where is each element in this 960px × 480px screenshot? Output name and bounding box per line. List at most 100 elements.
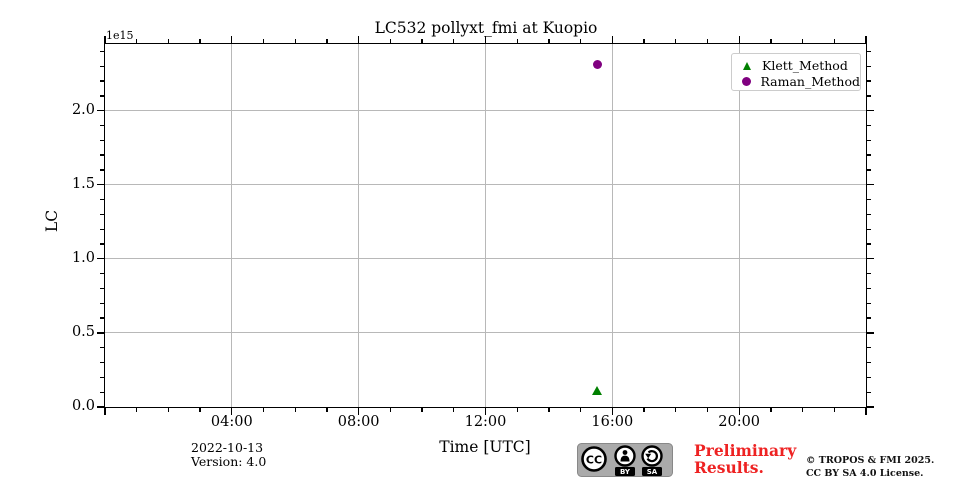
y-tick <box>867 287 872 290</box>
x-tick <box>865 35 867 43</box>
y-tick <box>867 169 872 171</box>
x-tick <box>389 408 392 413</box>
x-tick <box>706 38 709 43</box>
x-tick <box>643 408 645 413</box>
copyright-text: © TROPOS & FMI 2025. CC BY SA 4.0 Licens… <box>806 455 935 479</box>
gridline-horizontal <box>105 332 866 334</box>
gridline-vertical <box>738 44 740 407</box>
triangle-marker-icon <box>743 61 751 70</box>
y-tick <box>867 391 872 393</box>
gridline-vertical <box>611 44 613 407</box>
circle-marker-icon <box>741 77 751 86</box>
x-tick <box>421 38 423 43</box>
y-tick <box>99 213 104 216</box>
y-tick <box>867 243 872 245</box>
x-tick <box>706 408 709 413</box>
x-tick <box>389 38 392 43</box>
y-tick <box>96 110 104 112</box>
y-tick <box>99 302 104 304</box>
x-tick <box>484 35 487 43</box>
gridline-vertical <box>485 44 486 407</box>
measurement-date: 2022-10-13 <box>191 440 264 455</box>
x-tick <box>421 408 423 413</box>
x-tick <box>579 408 582 413</box>
x-tick <box>326 408 328 413</box>
y-tick <box>99 124 104 127</box>
y-axis-label: LC <box>43 209 61 233</box>
y-tick <box>867 361 872 364</box>
x-tick-label: 04:00 <box>210 414 253 430</box>
cc-sa-label: SA <box>647 468 658 476</box>
data-point-raman_method <box>592 60 602 70</box>
x-tick <box>675 408 677 413</box>
x-tick <box>643 38 645 43</box>
data-point-klett_method <box>592 386 603 396</box>
y-tick <box>99 80 104 82</box>
y-tick <box>867 228 872 230</box>
y-tick <box>96 332 104 334</box>
x-tick <box>167 38 170 43</box>
x-tick <box>611 408 613 416</box>
x-tick-label: 16:00 <box>591 414 634 430</box>
y-tick <box>96 406 104 408</box>
x-tick <box>484 408 487 416</box>
x-tick <box>358 35 360 43</box>
x-tick <box>675 38 677 43</box>
y-tick <box>99 347 104 349</box>
y-tick <box>867 65 872 67</box>
y-tick <box>99 361 104 364</box>
x-tick <box>231 408 233 416</box>
x-tick <box>136 38 138 43</box>
y-tick-label: 0.0 <box>71 398 95 414</box>
x-tick <box>548 408 550 413</box>
y-tick-label: 1.5 <box>71 175 95 192</box>
y-tick <box>867 50 872 53</box>
y-tick-label: 0.5 <box>71 323 95 340</box>
y-tick <box>99 169 104 171</box>
y-tick <box>99 228 104 230</box>
y-tick <box>867 184 875 186</box>
y-tick <box>867 213 872 216</box>
x-tick-label: 20:00 <box>718 414 761 430</box>
svg-text:CC: CC <box>586 454 602 467</box>
x-tick <box>738 35 740 43</box>
x-tick <box>833 408 835 413</box>
y-tick <box>867 332 875 334</box>
version-text: Version: 4.0 <box>191 454 267 469</box>
y-tick <box>99 273 104 275</box>
y-tick <box>99 391 104 393</box>
x-tick <box>262 38 265 43</box>
x-tick <box>231 35 233 43</box>
x-tick <box>516 38 518 43</box>
x-tick <box>801 408 804 413</box>
x-tick <box>358 408 360 416</box>
y-tick <box>867 406 875 408</box>
x-tick <box>865 408 867 416</box>
x-axis-label: Time [UTC] <box>439 438 531 456</box>
y-tick <box>867 376 872 378</box>
y-tick <box>867 317 872 319</box>
y-tick-label: 2.0 <box>71 101 95 118</box>
measurement-date-version: 2022-10-13 Version: 4.0 <box>191 441 266 469</box>
x-tick <box>294 38 296 43</box>
gridline-horizontal <box>105 258 866 260</box>
legend-label: Klett_Method <box>762 58 848 73</box>
y-tick <box>96 258 104 260</box>
y-tick <box>867 154 872 156</box>
x-tick <box>738 408 740 416</box>
y-axis-offset-text: 1e15 <box>106 29 134 42</box>
x-tick <box>326 38 328 43</box>
legend-entry-raman: Raman_Method <box>732 73 860 90</box>
x-tick <box>104 408 106 416</box>
x-tick-label: 08:00 <box>337 414 380 430</box>
legend-entry-klett: Klett_Method <box>732 57 860 74</box>
x-tick <box>199 408 201 413</box>
x-tick <box>262 408 265 413</box>
y-tick <box>99 243 104 245</box>
x-tick <box>770 38 772 43</box>
y-tick <box>99 50 104 53</box>
y-tick <box>867 302 872 304</box>
y-tick <box>96 184 104 186</box>
